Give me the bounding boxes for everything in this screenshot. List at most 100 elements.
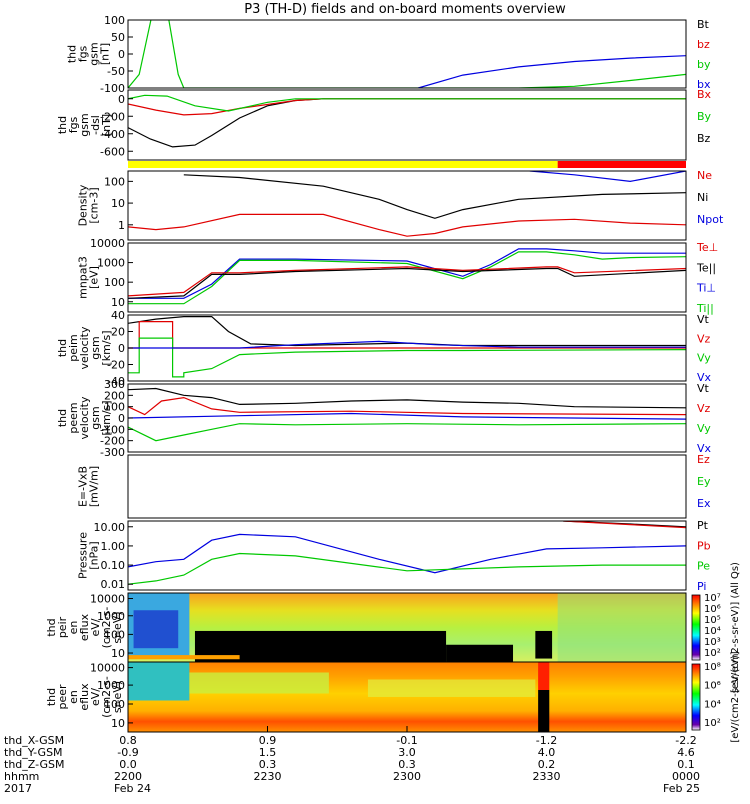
pressure-frame bbox=[127, 520, 687, 591]
y-tick-label: 20 bbox=[111, 326, 125, 339]
series-temperature-Te⊥ bbox=[128, 266, 686, 297]
y-tick-label: 1000 bbox=[97, 610, 125, 623]
x-axis-value: -0.9 bbox=[117, 746, 138, 759]
y-tick-label: -50 bbox=[107, 65, 125, 78]
legend-temperature-Te||: Te|| bbox=[696, 261, 716, 274]
y-axis-label: Density bbox=[77, 184, 90, 226]
x-axis-value: -0.1 bbox=[396, 734, 417, 747]
y-tick-label: -200 bbox=[100, 435, 125, 448]
electron-flux-low-region bbox=[128, 662, 190, 701]
x-axis-value: 0.8 bbox=[119, 734, 137, 747]
peem-velocity-series bbox=[128, 387, 686, 442]
series-peim-velocity-Vx bbox=[128, 340, 686, 349]
legend-peim-velocity-Vx: Vx bbox=[697, 371, 712, 384]
x-axis-value: 0.2 bbox=[538, 758, 556, 771]
legend-peem-velocity-Vz: Vz bbox=[697, 402, 711, 415]
series-fgs-dsl-Bz bbox=[128, 98, 686, 148]
y-tick-label: 10 bbox=[111, 717, 125, 730]
y-axis-label: velocity bbox=[78, 396, 91, 439]
legend-fgs-dsl-By: By bbox=[697, 110, 712, 123]
y-axis-label: gsm bbox=[88, 42, 101, 65]
x-axis-value: 0.0 bbox=[119, 758, 137, 771]
y-axis-label: en bbox=[67, 690, 80, 704]
series-temperature-Ti|| bbox=[128, 251, 686, 305]
series-pressure-Pi bbox=[128, 533, 686, 574]
y-axis-label: velocity bbox=[78, 326, 91, 369]
y-axis-label: mnpat3 bbox=[77, 256, 90, 299]
series-fgs-dsl-Bx bbox=[128, 98, 686, 116]
y-tick-label: 1000 bbox=[97, 257, 125, 270]
y-tick-label: -300 bbox=[100, 446, 125, 459]
panel-mode-bar bbox=[128, 161, 686, 168]
peer-colorbar-tick: 10² bbox=[704, 718, 721, 729]
legend-temperature-Te⊥: Te⊥ bbox=[696, 241, 718, 254]
legend-peim-velocity-Vy: Vy bbox=[697, 352, 711, 365]
electron-flux-patch bbox=[189, 672, 329, 694]
legend-peem-velocity-Vy: Vy bbox=[697, 422, 711, 435]
y-axis-label: Pressure bbox=[77, 532, 90, 579]
peir-colorbar bbox=[691, 594, 701, 661]
fgs-frame bbox=[127, 19, 687, 89]
series-pressure-Pe bbox=[128, 552, 686, 585]
pressure-series bbox=[128, 521, 686, 585]
x-axis-value: 0.1 bbox=[677, 758, 695, 771]
y-axis-label: gsm bbox=[78, 113, 91, 136]
y-axis-label: eV/ bbox=[89, 618, 102, 636]
series-density-Npot bbox=[529, 171, 686, 183]
figure-title: P3 (TH-D) fields and on-board moments ov… bbox=[244, 2, 566, 17]
x-axis-value: 3.0 bbox=[398, 746, 416, 759]
y-tick-label: 100 bbox=[104, 628, 125, 641]
x-axis-value: 0000 bbox=[672, 770, 700, 783]
peir-colorbar-tick: 10⁴ bbox=[704, 626, 721, 637]
y-tick-label: 10.00 bbox=[94, 521, 126, 534]
y-tick-label: 10 bbox=[111, 197, 125, 210]
peer-spectrogram bbox=[128, 662, 686, 732]
x-axis-value: 2200 bbox=[114, 770, 142, 783]
peer-colorbar-tick: 10⁴ bbox=[704, 699, 721, 710]
ion-flux-late-region bbox=[557, 593, 686, 662]
peir-spectrogram bbox=[128, 593, 686, 662]
y-axis-label: (cm2-s- bbox=[100, 676, 113, 718]
y-tick-label: 0.10 bbox=[101, 559, 126, 572]
y-axis-label: peim bbox=[67, 334, 80, 362]
peir-colorbar-tick: 10² bbox=[704, 648, 721, 659]
series-density-Ne bbox=[128, 213, 686, 237]
legend-fgs-dsl-Bz: Bz bbox=[697, 132, 711, 145]
y-axis-label: eV/ bbox=[89, 688, 102, 706]
peir-colorbar-tick: 10⁵ bbox=[704, 615, 721, 626]
y-tick-label: -200 bbox=[100, 110, 125, 123]
y-tick-label: 100 bbox=[104, 401, 125, 414]
y-axis-label: thd bbox=[45, 688, 58, 706]
ion-flux-band bbox=[128, 655, 240, 660]
x-axis-value: 2300 bbox=[393, 770, 421, 783]
legend-peim-velocity-Vz: Vz bbox=[697, 332, 711, 345]
y-axis-label: peer bbox=[56, 684, 69, 710]
y-axis-label: [km/s] bbox=[100, 400, 113, 435]
y-axis-label: eflux bbox=[78, 613, 91, 641]
series-fgs-dsl-By bbox=[128, 94, 686, 112]
y-axis-label: en bbox=[67, 621, 80, 635]
y-tick-label: 10 bbox=[111, 296, 125, 309]
series-temperature-Ti⊥ bbox=[128, 248, 686, 299]
y-axis-label: thd bbox=[56, 339, 69, 357]
series-peim-velocity-Vz bbox=[128, 321, 686, 349]
y-axis-label: eflux bbox=[78, 683, 91, 711]
y-axis-label: gsm bbox=[89, 406, 102, 429]
ion-flux-dropout bbox=[446, 644, 514, 662]
y-axis-label: [mV/m] bbox=[88, 466, 101, 507]
peer-colorbar-label: [eV/(cm2-s-sr-eV)] bbox=[730, 651, 741, 742]
x-axis-value: Feb 25 bbox=[663, 782, 700, 795]
y-axis-label: peem bbox=[67, 402, 80, 433]
y-axis-label: thd bbox=[66, 45, 79, 63]
x-axis-value: 2330 bbox=[533, 770, 561, 783]
series-fgs-by bbox=[128, 20, 686, 88]
electron-flux-stripe bbox=[538, 690, 550, 732]
y-axis-label: fgs bbox=[67, 116, 80, 133]
x-axis-value: 1.5 bbox=[259, 746, 277, 759]
y-tick-label: 10000 bbox=[90, 593, 125, 606]
